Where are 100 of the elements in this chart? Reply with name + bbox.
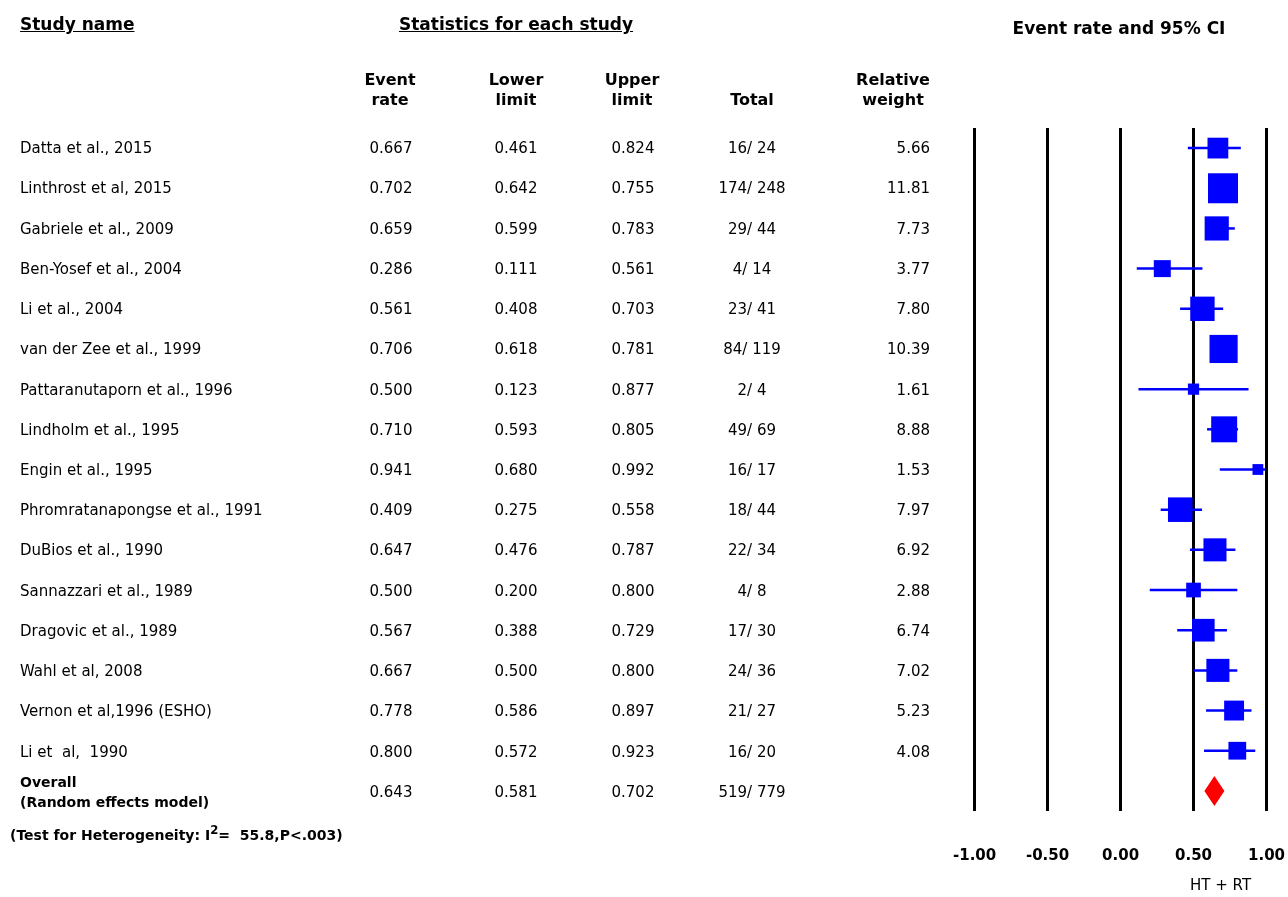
text: 3.77 (895, 258, 930, 279)
text: 0.877 (610, 379, 656, 400)
text: 0.275 (493, 500, 539, 521)
text: 0.778 (368, 701, 414, 722)
text: 0.729 (610, 620, 656, 641)
text: 0.561 (368, 299, 414, 320)
text: Li et al., 2004 (20, 299, 124, 320)
text: 7.97 (895, 500, 930, 521)
text: Linthrost et al, 2015 (20, 178, 173, 199)
text: 0.706 (368, 339, 414, 360)
text: 0.111 (493, 258, 539, 279)
text: Lindholm et al., 1995 (20, 419, 181, 440)
text: 0.755 (610, 178, 656, 199)
text: 0.500 (368, 580, 414, 601)
x-tick-label: -1.00 (952, 845, 997, 864)
text: 0.476 (493, 540, 539, 561)
x-tick-label: 0.50 (1175, 845, 1213, 864)
text: 7.80 (895, 299, 930, 320)
text: 0.941 (368, 460, 414, 480)
text: Datta et al., 2015 (20, 138, 154, 159)
text: 24/ 36 (727, 661, 777, 682)
text: 0.642 (493, 178, 539, 199)
text: Sannazzari et al., 1989 (20, 580, 194, 601)
text: van der Zee et al., 1999 (20, 339, 203, 360)
text: 0.408 (493, 299, 539, 320)
text: 0.992 (610, 460, 656, 480)
x-tick-label: 1.00 (1247, 845, 1285, 864)
text: 7.73 (895, 218, 930, 239)
text: 0.586 (493, 701, 539, 722)
text: 2/ 4 (736, 379, 768, 400)
text: 22/ 34 (727, 540, 777, 561)
text: Li et al, 1990 (20, 741, 129, 762)
chart-title: Event rate and 95% CI (1012, 17, 1226, 38)
text: 0.781 (610, 339, 656, 360)
text: 84/ 119 (722, 339, 782, 360)
text: Gabriele et al., 2009 (20, 218, 175, 239)
x-tick-label: -0.50 (1025, 845, 1070, 864)
text: 0.923 (610, 741, 656, 762)
text: 16/ 24 (727, 138, 777, 159)
text: 4/ 14 (731, 258, 773, 279)
text: 0.286 (368, 258, 414, 279)
text: 6.92 (895, 540, 930, 561)
text: 0.800 (610, 580, 656, 601)
text: 0.200 (493, 580, 539, 601)
text: Study name (20, 14, 135, 34)
text: Phromratanapongse et al., 1991 (20, 500, 264, 521)
text: 0.558 (610, 500, 656, 521)
text: 0.667 (368, 138, 414, 159)
text: 0.800 (610, 661, 656, 682)
text: 5.23 (895, 701, 930, 722)
text: Lower limit (487, 70, 545, 110)
text: 1.53 (895, 460, 930, 480)
text: Overall (Random effects model) (20, 772, 211, 812)
text: 21/ 27 (727, 701, 777, 722)
text: 0.581 (493, 781, 539, 802)
text: 0.500 (368, 379, 414, 400)
text: 0.703 (610, 299, 656, 320)
text: Vernon et al,1996 (ESHO) (20, 701, 213, 722)
text: 0.702 (610, 781, 656, 802)
text: Ben-Yosef et al., 2004 (20, 258, 183, 279)
text: 16/ 20 (727, 741, 777, 762)
text: Wahl et al, 2008 (20, 661, 144, 682)
text: 0.123 (493, 379, 539, 400)
text: Engin et al., 1995 (20, 460, 154, 480)
text: 5.66 (895, 138, 930, 159)
text: 23/ 41 (727, 299, 777, 320)
text: 0.647 (368, 540, 414, 561)
text: 17/ 30 (727, 620, 777, 641)
text: 18/ 44 (727, 500, 777, 521)
text: 0.572 (493, 741, 539, 762)
text: 0.667 (368, 661, 414, 682)
text: 0.680 (493, 460, 539, 480)
text: 0.618 (493, 339, 539, 360)
text: 174/ 248 (717, 178, 787, 199)
text: (Test for Heterogeneity: I$^{2}$= 55.8,P<.003) (10, 822, 343, 845)
text: 0.643 (368, 781, 414, 802)
text: 1.61 (895, 379, 930, 400)
text: DuBios et al., 1990 (20, 540, 164, 561)
x-axis-title: HT + RT (1190, 875, 1252, 894)
text: 0.593 (493, 419, 539, 440)
text: 0.561 (610, 258, 656, 279)
text: 0.461 (493, 138, 539, 159)
text: 0.702 (368, 178, 414, 199)
text: Relative weight (855, 70, 931, 110)
text: 0.659 (368, 218, 414, 239)
text: Event rate (363, 70, 417, 110)
text: 0.783 (610, 218, 656, 239)
text: 8.88 (895, 419, 930, 440)
text: 0.787 (610, 540, 656, 561)
text: 49/ 69 (727, 419, 777, 440)
text: 4.08 (895, 741, 930, 762)
text: 519/ 779 (717, 781, 787, 802)
text: 2.88 (895, 580, 930, 601)
text: 0.388 (493, 620, 539, 641)
text: 0.599 (493, 218, 539, 239)
text: Statistics for each study (397, 14, 635, 34)
text: 0.710 (368, 419, 414, 440)
text: 16/ 17 (727, 460, 777, 480)
text: 29/ 44 (727, 218, 777, 239)
text: 0.567 (368, 620, 414, 641)
